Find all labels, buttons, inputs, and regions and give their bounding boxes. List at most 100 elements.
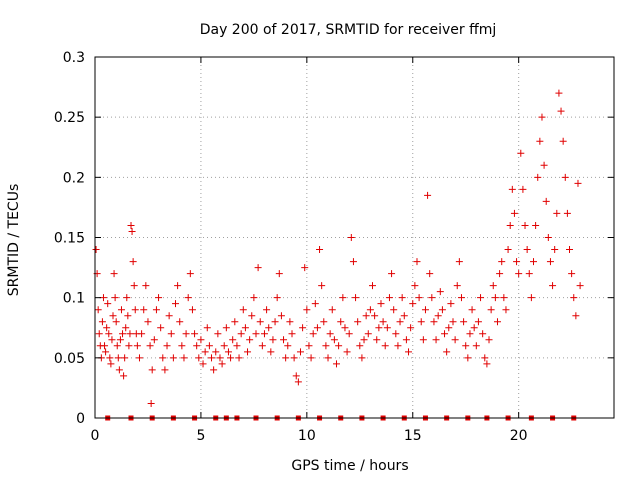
data-point — [244, 348, 252, 356]
data-point — [130, 282, 138, 290]
data-point — [152, 306, 160, 314]
data-point — [250, 294, 258, 302]
y-tick-label: 0.2 — [63, 170, 85, 186]
x-axis-label: GPS time / hours — [291, 458, 408, 474]
data-point — [559, 137, 567, 145]
data-point — [286, 318, 294, 326]
data-point — [197, 336, 205, 344]
data-point — [104, 300, 112, 308]
data-point — [392, 330, 400, 338]
data-point — [413, 258, 421, 266]
data-point — [191, 330, 199, 338]
y-tick-label: 0.05 — [54, 351, 85, 367]
data-points — [92, 89, 584, 408]
data-point — [131, 306, 139, 314]
data-point — [167, 330, 175, 338]
data-point — [574, 179, 582, 187]
data-point — [462, 342, 470, 350]
data-point — [107, 360, 115, 368]
x-tick-label: 5 — [196, 428, 205, 444]
data-point — [466, 330, 474, 338]
data-point — [421, 306, 429, 314]
data-point — [549, 282, 557, 290]
data-point — [241, 324, 249, 332]
data-point — [385, 294, 393, 302]
data-point — [375, 324, 383, 332]
data-point — [506, 221, 514, 229]
data-point — [572, 312, 580, 320]
data-point — [275, 270, 283, 278]
data-point — [498, 258, 506, 266]
data-point — [481, 354, 489, 362]
data-point — [109, 312, 117, 320]
data-point — [203, 324, 211, 332]
data-point — [124, 312, 132, 320]
data-point — [129, 258, 137, 266]
data-point — [125, 342, 133, 350]
data-point — [201, 348, 209, 356]
data-point — [424, 191, 432, 199]
data-point — [417, 318, 425, 326]
data-point — [313, 324, 321, 332]
data-point — [377, 300, 385, 308]
data-point — [515, 270, 523, 278]
y-tick-label: 0.3 — [63, 50, 85, 66]
data-point — [159, 354, 167, 362]
data-point — [258, 342, 266, 350]
data-point — [102, 348, 110, 356]
data-point — [369, 282, 377, 290]
data-point — [161, 366, 169, 374]
data-point — [447, 300, 455, 308]
data-point — [358, 354, 366, 362]
data-point — [508, 185, 516, 193]
data-point — [178, 342, 186, 350]
data-point — [316, 246, 324, 254]
data-point — [345, 330, 353, 338]
data-point — [356, 342, 364, 350]
data-point — [95, 330, 103, 338]
y-axis-ticks: 0 0.05 0.1 0.15 0.2 0.25 0.3 — [54, 50, 614, 427]
grid-lines — [95, 57, 614, 418]
data-point — [150, 336, 158, 344]
data-point — [390, 306, 398, 314]
data-point — [553, 209, 561, 217]
data-point — [426, 270, 434, 278]
data-point — [457, 294, 465, 302]
data-point — [229, 336, 237, 344]
data-point — [292, 372, 300, 380]
data-point — [105, 330, 113, 338]
data-point — [328, 306, 336, 314]
data-point — [101, 342, 109, 350]
data-point — [519, 185, 527, 193]
data-point — [92, 246, 100, 254]
data-point — [576, 282, 584, 290]
data-point — [252, 330, 260, 338]
data-point — [296, 348, 304, 356]
data-point — [146, 342, 154, 350]
data-point — [138, 330, 146, 338]
data-point — [303, 306, 311, 314]
data-point — [343, 348, 351, 356]
data-point — [227, 354, 235, 362]
data-point — [428, 294, 436, 302]
data-point — [557, 107, 565, 115]
data-point — [220, 342, 228, 350]
data-point — [489, 282, 497, 290]
data-point — [98, 318, 106, 326]
data-point — [443, 348, 451, 356]
data-point — [568, 270, 576, 278]
data-point — [347, 234, 355, 241]
data-point — [468, 306, 476, 314]
data-point — [536, 137, 544, 145]
data-point — [123, 294, 131, 302]
data-point — [271, 318, 279, 326]
data-point — [277, 312, 285, 320]
data-point — [111, 294, 119, 302]
data-point — [330, 336, 338, 344]
data-point — [267, 348, 275, 356]
data-point — [517, 149, 525, 157]
data-point — [195, 354, 203, 362]
data-point — [169, 354, 177, 362]
x-tick-label: 15 — [404, 428, 422, 444]
data-point — [453, 282, 461, 290]
